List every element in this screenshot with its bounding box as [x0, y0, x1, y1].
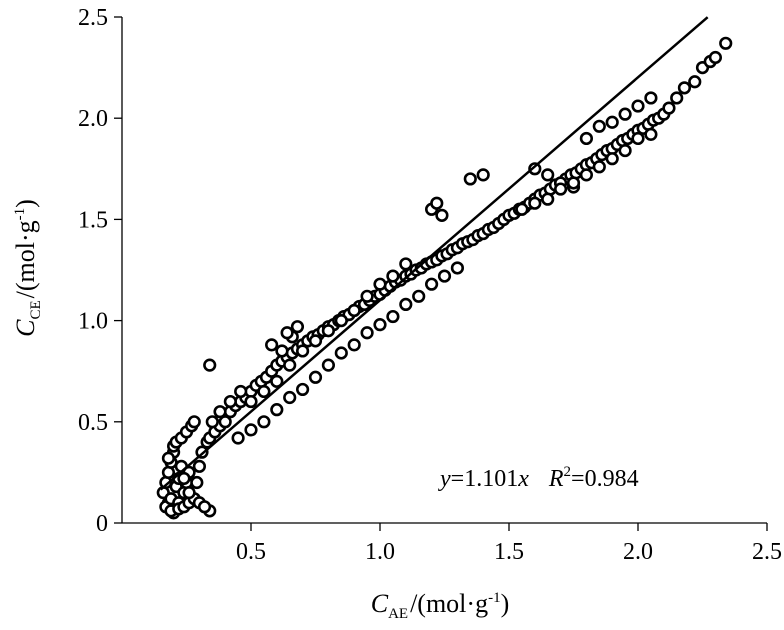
data-point: [244, 394, 258, 409]
data-point: [280, 326, 294, 340]
data-point: [218, 415, 232, 429]
data-point: [270, 403, 284, 417]
data-point: [437, 269, 452, 283]
y-tick-label: 0: [96, 511, 108, 537]
data-point: [283, 390, 297, 405]
y-tick-label: 1.0: [78, 309, 108, 335]
data-point: [463, 172, 477, 186]
data-point: [412, 289, 426, 303]
data-point: [223, 394, 237, 409]
axes: 0.5 1.0 1.5 2.0 2.5 0 0.5 1.0 1.5 2.0 2.5: [78, 5, 782, 565]
data-point: [605, 152, 619, 166]
data-point: [192, 459, 206, 473]
data-point: [566, 176, 581, 190]
data-point: [308, 334, 323, 348]
data-point: [476, 168, 490, 182]
data-point: [257, 415, 271, 429]
y-tick-label: 2.5: [78, 5, 108, 31]
data-point: [386, 309, 400, 324]
data-point: [399, 297, 413, 312]
data-point: [308, 370, 323, 384]
y-tick-label: 0.5: [78, 410, 108, 436]
data-point: [708, 50, 723, 65]
data-point: [618, 107, 632, 121]
data-point: [360, 289, 374, 303]
data-point: [296, 382, 310, 397]
data-point: [515, 202, 529, 216]
data-point: [399, 257, 413, 271]
data-point: [360, 326, 374, 340]
data-point: [296, 344, 310, 358]
data-point: [450, 261, 465, 275]
data-point: [347, 303, 361, 318]
data-point: [161, 451, 176, 465]
data-point: [265, 338, 279, 352]
data-point: [347, 338, 361, 352]
x-axis-label: CAE/(mol·g-1): [371, 589, 510, 622]
data-point: [373, 277, 387, 291]
x-tick-label: 2.0: [623, 539, 653, 565]
data-points: [156, 36, 733, 520]
data-point: [430, 196, 444, 210]
data-point: [231, 431, 245, 445]
data-point: [579, 168, 594, 182]
data-point: [373, 318, 387, 332]
data-point: [205, 415, 219, 429]
data-point: [187, 415, 201, 429]
data-point: [182, 486, 196, 500]
data-point: [334, 346, 348, 360]
data-point: [719, 36, 733, 50]
data-point: [203, 358, 217, 372]
data-point: [553, 182, 568, 196]
data-point: [631, 99, 645, 113]
data-point: [644, 127, 658, 141]
x-tick-label: 1.0: [365, 539, 395, 565]
data-point: [541, 192, 555, 206]
data-point: [275, 344, 289, 358]
y-axis-label: CCE/(mol·g-1): [11, 199, 44, 337]
data-point: [257, 384, 271, 399]
data-point: [592, 160, 606, 174]
data-point: [592, 119, 606, 133]
data-point: [234, 384, 248, 399]
data-point: [662, 101, 676, 115]
y-tick-label: 1.5: [78, 207, 108, 233]
data-point: [321, 358, 336, 372]
data-point: [425, 277, 439, 291]
data-point: [270, 374, 284, 388]
data-point: [541, 168, 555, 182]
data-point: [670, 91, 684, 105]
data-point: [244, 423, 258, 437]
data-point: [579, 131, 594, 146]
data-point: [213, 405, 227, 419]
data-point: [631, 131, 645, 146]
data-point: [190, 475, 204, 490]
data-point: [321, 324, 336, 338]
data-point: [528, 162, 542, 176]
x-tick-label: 2.5: [752, 539, 782, 565]
data-point: [528, 196, 542, 210]
data-point: [283, 358, 297, 372]
data-point: [605, 115, 619, 129]
data-point: [618, 143, 632, 158]
data-point: [688, 75, 702, 89]
data-point: [644, 91, 658, 105]
x-tick-label: 1.5: [494, 539, 524, 565]
data-point: [197, 500, 212, 514]
fit-line: [159, 16, 709, 491]
y-tick-label: 2.0: [78, 106, 108, 132]
data-point: [677, 81, 692, 95]
data-point: [334, 314, 348, 328]
data-point: [435, 208, 449, 222]
data-point: [177, 471, 191, 486]
data-point: [290, 320, 305, 334]
data-point: [386, 269, 400, 283]
fit-annotation: y=1.101x R2=0.984: [438, 464, 639, 492]
x-tick-label: 0.5: [236, 539, 266, 565]
